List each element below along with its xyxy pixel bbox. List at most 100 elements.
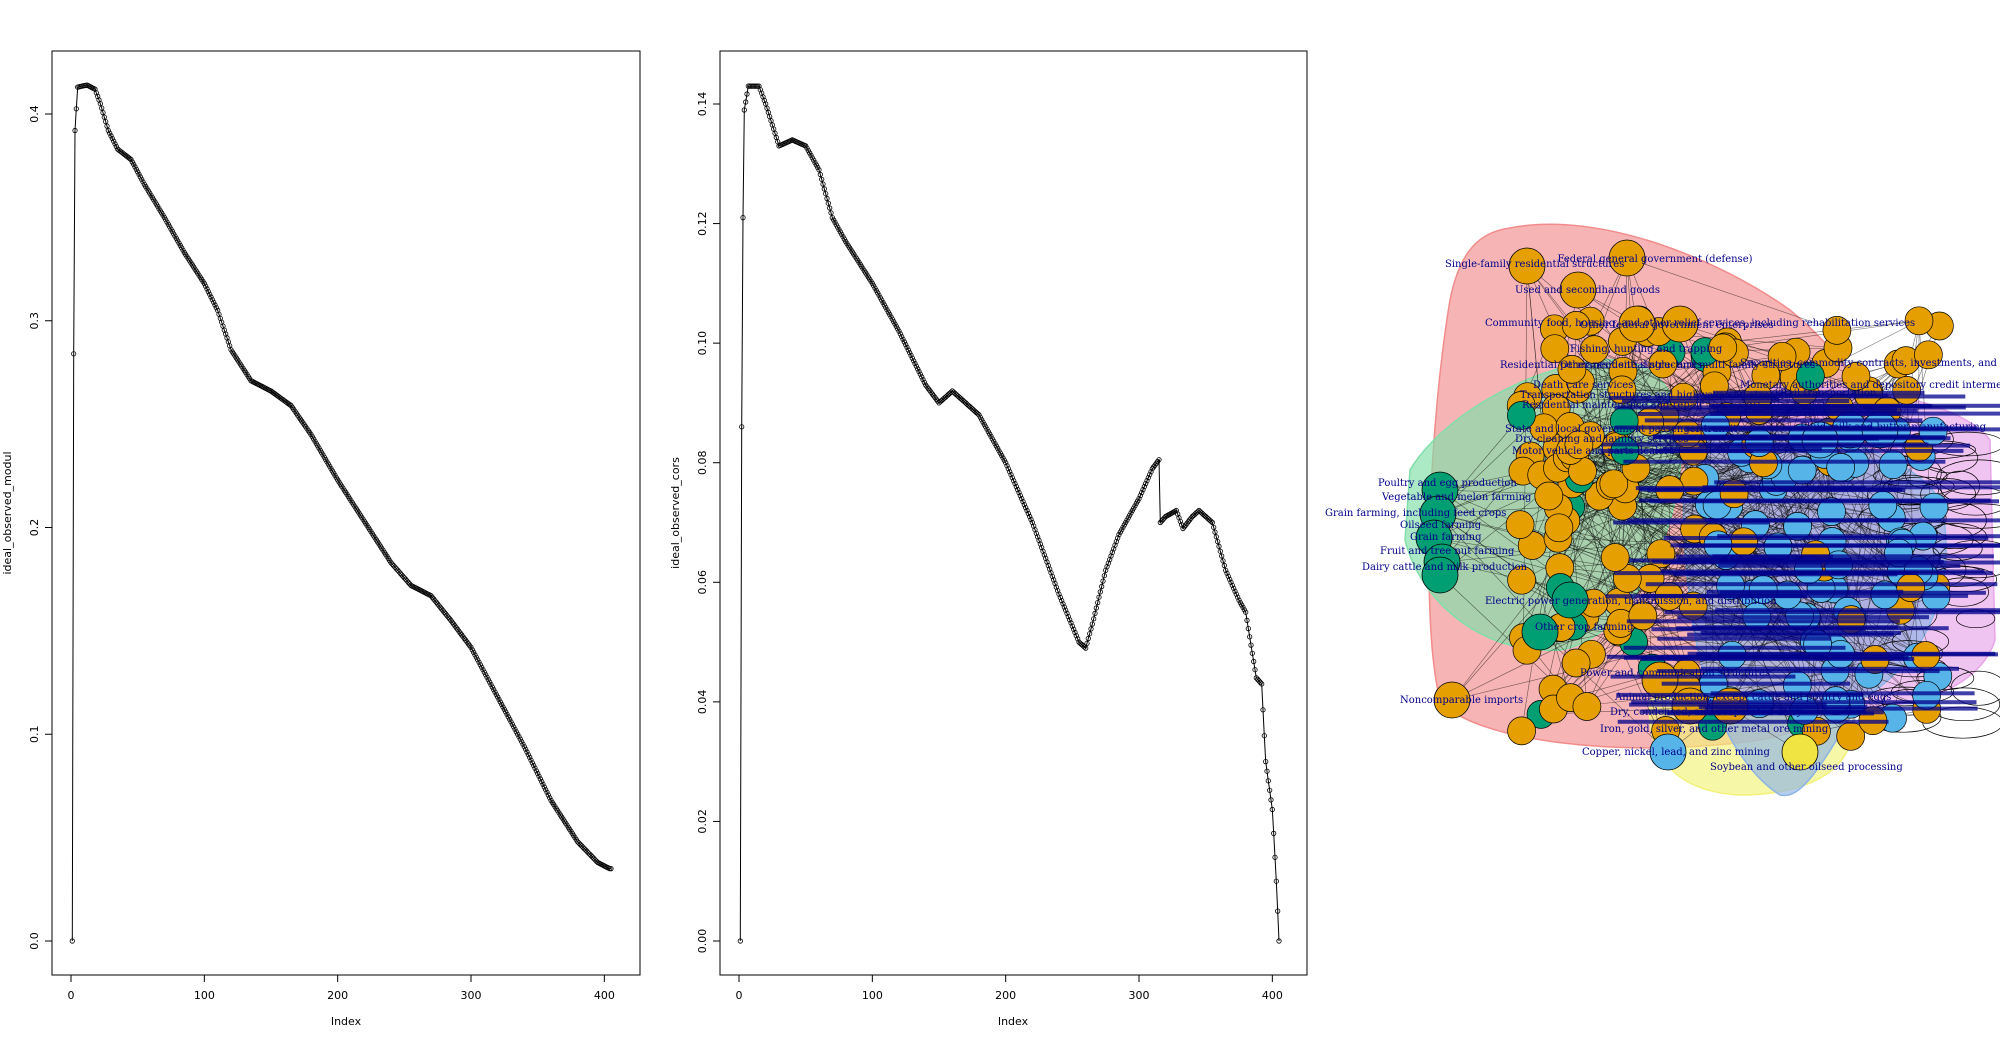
- data-point: [477, 662, 483, 668]
- x-tick-label: 200: [327, 989, 348, 1002]
- data-point: [581, 846, 587, 852]
- data-point: [1061, 604, 1067, 610]
- overlapping-label-strike: [1663, 560, 2000, 565]
- data-point: [1015, 486, 1021, 493]
- data-point: [136, 171, 142, 177]
- data-point: [587, 851, 593, 857]
- data-point: [1223, 567, 1229, 573]
- data-point: [1224, 570, 1230, 576]
- overlapping-label-strike: [1706, 589, 1904, 594]
- data-point: [1232, 588, 1238, 594]
- network-edge: [1539, 631, 1669, 753]
- network-node: [1648, 349, 1678, 379]
- data-point: [1023, 504, 1029, 511]
- data-point: [511, 724, 517, 730]
- data-point: [99, 105, 105, 111]
- data-point: [487, 679, 493, 685]
- data-point: [1003, 460, 1009, 466]
- network-node: [1507, 565, 1536, 595]
- data-point: [488, 681, 494, 688]
- data-point: [69, 938, 75, 944]
- data-point: [904, 344, 910, 350]
- data-point: [545, 792, 551, 798]
- data-point: [825, 200, 831, 206]
- data-point: [903, 341, 909, 348]
- data-point: [1211, 524, 1217, 530]
- overlapping-label-strike: [1700, 666, 1959, 671]
- overlapping-label-strike: [1610, 674, 1796, 679]
- data-point: [1217, 548, 1223, 554]
- network-node: [1551, 581, 1589, 619]
- data-point: [1143, 480, 1149, 487]
- y-tick-label: 0.06: [696, 570, 709, 595]
- data-point: [576, 840, 582, 846]
- data-point: [817, 171, 823, 178]
- data-point: [519, 739, 525, 745]
- data-point: [209, 297, 215, 303]
- network-node-label: Transportation structures and highways a…: [1520, 390, 1784, 401]
- data-point: [744, 91, 750, 97]
- data-point: [1081, 644, 1087, 650]
- data-point: [912, 360, 918, 367]
- data-point: [111, 138, 117, 144]
- data-point: [909, 355, 915, 361]
- data-point: [908, 352, 914, 358]
- network-node: [1708, 333, 1738, 363]
- data-point: [1141, 483, 1147, 490]
- data-point: [1271, 830, 1277, 837]
- data-point: [203, 283, 209, 289]
- network-node-label: Noncomparable imports: [1400, 695, 1523, 706]
- data-point: [397, 570, 403, 576]
- data-point: [505, 714, 511, 720]
- overlapping-label-strike: [1718, 563, 1961, 568]
- data-point: [1068, 620, 1074, 626]
- data-point: [509, 721, 515, 727]
- data-point: [579, 843, 585, 849]
- overlapping-label-strike: [1645, 582, 1998, 587]
- network-edge: [1437, 513, 1764, 590]
- data-point: [1092, 610, 1098, 617]
- overlapping-label-strike: [1651, 627, 1865, 632]
- network-node: [1661, 305, 1699, 343]
- data-point: [395, 567, 401, 573]
- data-point: [899, 333, 905, 340]
- data-point: [72, 127, 78, 134]
- data-point: [819, 176, 825, 182]
- network-node: [1508, 247, 1546, 285]
- network-node: [1572, 692, 1602, 721]
- data-point: [499, 701, 505, 708]
- network-node-label: Fishing, hunting and trapping: [1570, 344, 1723, 355]
- data-point: [97, 101, 103, 107]
- y-tick-label: 0.4: [28, 105, 41, 123]
- data-point: [1220, 558, 1226, 564]
- data-point: [100, 110, 106, 116]
- x-tick-label: 200: [995, 989, 1016, 1002]
- y-tick-label: 0.00: [696, 929, 709, 954]
- overlapping-label-strike: [1715, 408, 1918, 413]
- network-edge: [1526, 265, 1550, 497]
- network-node: [1507, 716, 1536, 746]
- overlapping-label-strike: [1623, 459, 1946, 464]
- network-node: [1564, 430, 1594, 460]
- data-point: [1073, 633, 1079, 639]
- data-point: [468, 644, 474, 651]
- overlapping-label-strike: [1637, 412, 1900, 416]
- data-point: [1004, 463, 1010, 469]
- network-node: [1826, 453, 1856, 482]
- y-tick-label: 0.3: [28, 312, 41, 330]
- data-point: [896, 328, 902, 334]
- data-point: [1044, 559, 1050, 565]
- data-point: [544, 789, 550, 795]
- data-point: [1083, 645, 1089, 651]
- data-point: [1157, 519, 1163, 526]
- overlapping-label-strike: [1626, 619, 1900, 624]
- y-tick-label: 0.0: [28, 932, 41, 950]
- data-point: [1091, 616, 1097, 622]
- plot-modularity-xlabel: Index: [331, 1015, 362, 1028]
- overlapping-label-strike: [1608, 395, 1780, 400]
- data-point: [541, 784, 547, 790]
- data-point: [1227, 576, 1233, 582]
- overlapping-label-strike: [1676, 554, 1833, 559]
- y-tick-label: 0.14: [696, 92, 709, 117]
- data-point: [484, 674, 490, 680]
